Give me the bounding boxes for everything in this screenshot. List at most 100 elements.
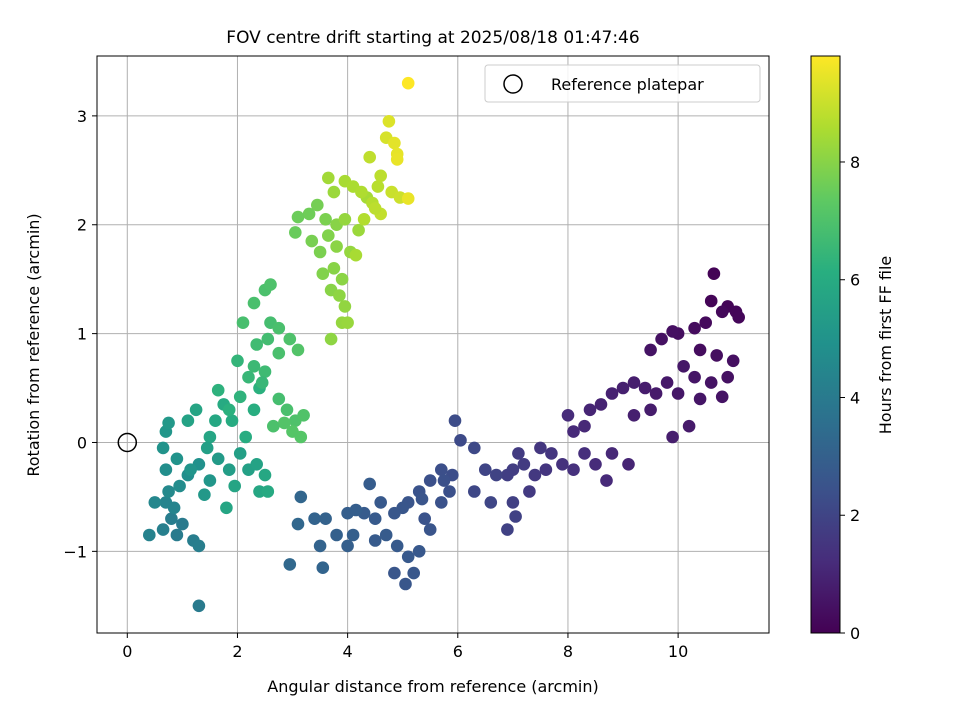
grid	[97, 56, 769, 633]
data-point	[605, 447, 619, 460]
data-points	[143, 76, 745, 613]
data-point	[412, 545, 426, 558]
data-point	[671, 387, 685, 400]
legend-label: Reference platepar	[551, 75, 704, 94]
data-point	[162, 485, 175, 498]
data-point	[319, 213, 332, 226]
data-point	[302, 207, 316, 221]
data-point	[255, 376, 269, 389]
data-point	[539, 463, 553, 477]
data-point	[371, 180, 385, 193]
data-point	[203, 474, 217, 487]
data-point	[677, 360, 690, 373]
data-point	[710, 349, 723, 362]
data-point	[341, 539, 354, 553]
x-tick-label: 0	[122, 642, 132, 661]
data-point	[322, 229, 335, 242]
data-point	[435, 496, 448, 509]
data-point	[561, 409, 575, 422]
data-point	[338, 213, 352, 226]
data-point	[443, 485, 456, 498]
data-point	[346, 528, 360, 542]
data-point	[423, 523, 437, 536]
data-point	[322, 171, 335, 185]
data-point	[189, 403, 203, 417]
data-point	[715, 390, 729, 404]
data-point	[297, 409, 310, 422]
data-point	[418, 512, 432, 525]
data-point	[242, 370, 255, 384]
data-point	[622, 458, 635, 471]
data-point	[715, 305, 729, 319]
data-point	[638, 381, 652, 395]
data-point	[374, 169, 388, 183]
colorbar-gradient	[811, 56, 840, 633]
data-point	[644, 403, 657, 417]
data-point	[534, 441, 547, 455]
data-point	[388, 136, 401, 150]
data-point	[688, 370, 701, 384]
data-point	[423, 474, 437, 487]
data-point	[335, 272, 349, 286]
data-point	[484, 496, 498, 509]
reference-marker	[117, 432, 138, 453]
colorbar-label: Hours from first FF file	[876, 256, 895, 435]
data-point	[231, 354, 244, 368]
data-point	[313, 245, 327, 259]
colorbar-frame	[810, 55, 841, 634]
data-point	[390, 153, 404, 166]
data-point	[666, 325, 679, 338]
data-point	[209, 414, 222, 428]
data-point	[512, 447, 525, 460]
data-point	[517, 458, 531, 471]
data-point	[283, 558, 297, 571]
data-point	[250, 338, 263, 351]
data-point	[173, 479, 186, 493]
colorbar-tick-label: 2	[850, 506, 860, 525]
data-point	[605, 387, 619, 400]
colorbar-tick-label: 6	[850, 271, 860, 290]
data-point	[501, 523, 514, 536]
data-point	[316, 561, 330, 574]
data-point	[170, 528, 184, 542]
data-point	[170, 452, 184, 466]
y-tick-label: 3	[77, 107, 87, 126]
data-point	[468, 441, 481, 455]
data-point	[490, 468, 503, 482]
data-point	[699, 316, 712, 330]
data-point	[261, 485, 275, 498]
data-point	[556, 458, 569, 471]
data-point	[239, 430, 252, 444]
data-point	[437, 474, 451, 487]
data-point	[291, 343, 305, 357]
data-point	[319, 512, 332, 525]
data-point	[267, 419, 280, 433]
data-point	[272, 392, 286, 406]
legend-marker	[503, 74, 523, 94]
data-point	[688, 321, 701, 335]
data-point	[311, 198, 324, 212]
data-point	[324, 332, 338, 346]
x-tick-label: 2	[232, 642, 242, 661]
data-point	[704, 294, 718, 308]
colorbar-tick-label: 8	[850, 153, 860, 172]
data-point	[250, 458, 263, 471]
data-point	[368, 202, 382, 215]
x-tick-label: 8	[563, 642, 573, 661]
data-point	[258, 468, 272, 482]
data-point	[283, 332, 297, 346]
data-point	[308, 512, 321, 525]
data-point	[176, 517, 189, 531]
data-point	[200, 441, 214, 455]
data-point	[211, 452, 225, 466]
data-point	[583, 403, 597, 417]
data-point	[305, 234, 319, 248]
data-point	[523, 485, 536, 498]
colorbar-tick-label: 4	[850, 388, 860, 407]
data-point	[382, 115, 396, 128]
data-point	[693, 343, 707, 357]
data-point	[721, 370, 734, 384]
data-point	[327, 262, 341, 275]
data-point	[349, 248, 363, 262]
